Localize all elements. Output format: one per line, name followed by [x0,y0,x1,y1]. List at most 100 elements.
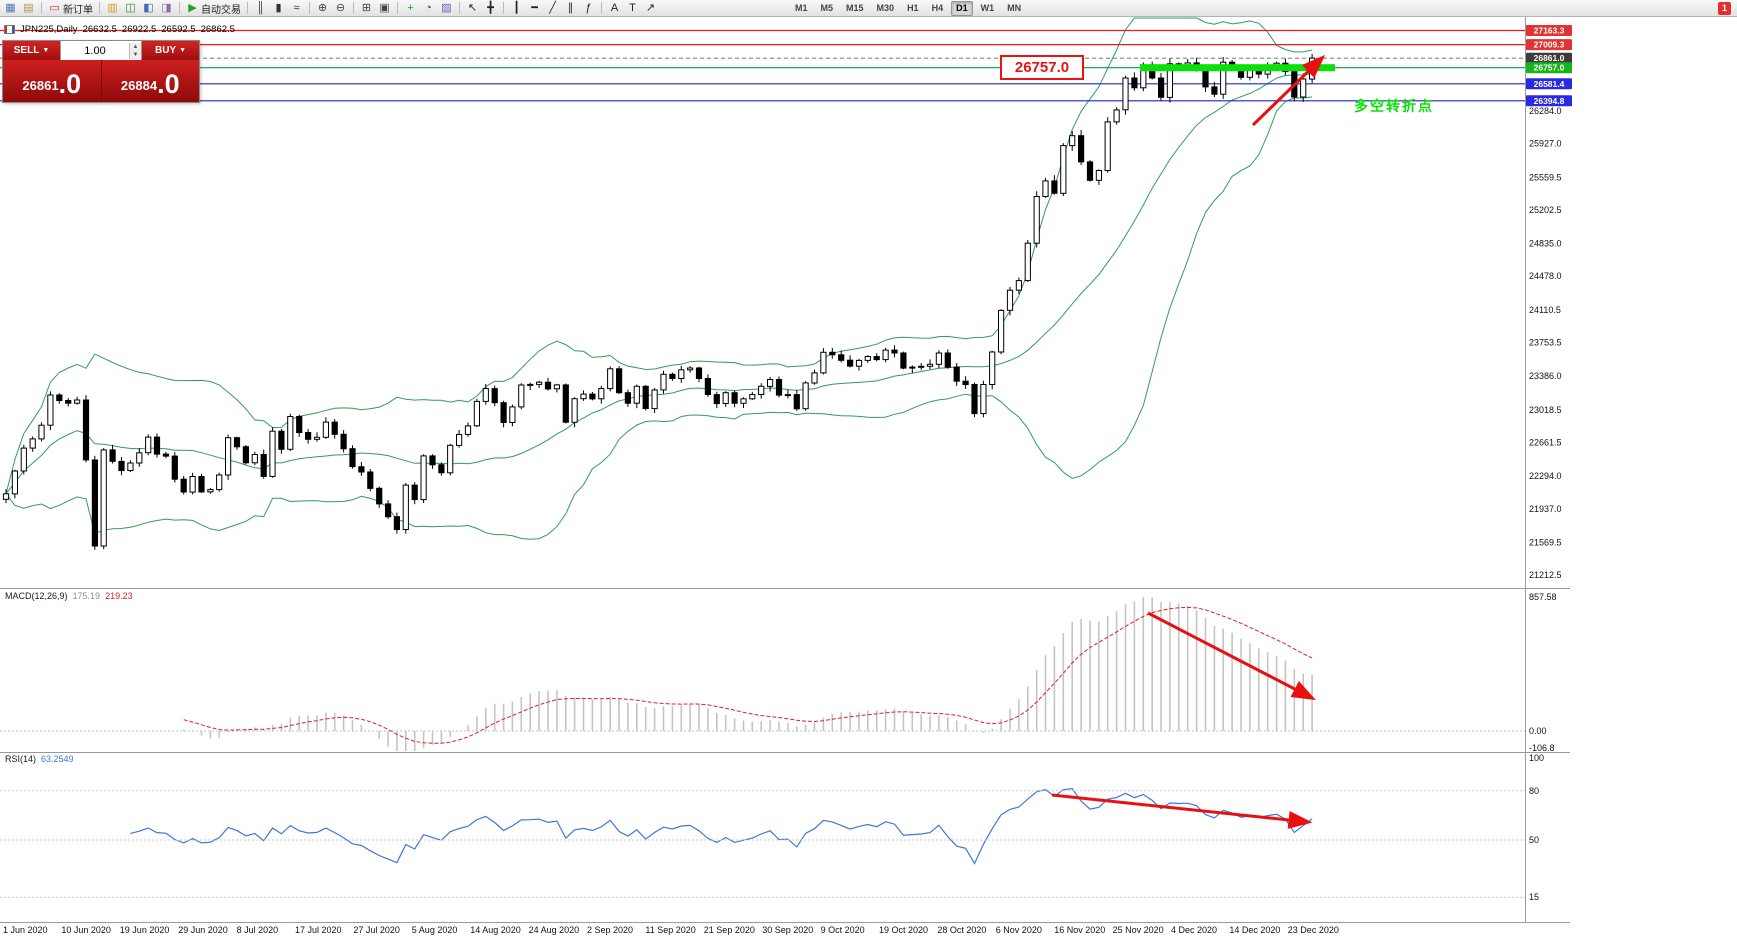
bar-chart-icon[interactable]: ║ [252,1,269,16]
svg-text:5 Aug 2020: 5 Aug 2020 [412,925,458,935]
svg-text:22661.5: 22661.5 [1529,438,1562,448]
svg-text:21569.5: 21569.5 [1529,537,1562,547]
svg-text:23753.5: 23753.5 [1529,338,1562,348]
turning-point-label: 多空转折点 [1354,98,1434,114]
macd-signal-value: 219.23 [105,591,133,601]
vertical-line-glyph: ┃ [513,2,520,14]
timeframe-m1-button[interactable]: M1 [795,2,808,13]
horizontal-line-icon[interactable]: ━ [526,1,543,16]
sell-price[interactable]: 26861.0 [3,60,101,102]
trend-arrows [1051,54,1326,829]
chart-profiles-icon[interactable]: ▤ [20,1,37,16]
buy-price-base: 26884 [120,78,158,93]
navigator-icon[interactable]: ◧ [140,1,157,16]
volume-up-icon[interactable]: ▲ [130,42,141,51]
volume-field[interactable]: 1.00 ▲ ▼ [60,41,142,60]
toolbar-separator [247,2,248,14]
chart-profiles-glyph: ▤ [23,2,34,14]
market-watch-icon[interactable]: ▥ [104,1,121,16]
toolbar-separator [179,2,180,14]
trendline-icon[interactable]: ╱ [544,1,561,16]
crosshair-icon[interactable]: ╋ [482,1,499,16]
timeframe-mn-button[interactable]: MN [1007,2,1022,13]
timeframe-m15-button[interactable]: M15 [846,2,864,13]
svg-text:9 Oct 2020: 9 Oct 2020 [821,925,865,935]
periods-icon[interactable]: ◔ [420,1,437,16]
timeframe-m5-button[interactable]: M5 [820,2,834,13]
timeframe-h1-button[interactable]: H1 [907,2,919,13]
buy-price[interactable]: 26884.0 [101,60,199,102]
zoom-out-icon[interactable]: ⊖ [332,1,349,16]
timeframe-w1-button[interactable]: W1 [980,2,995,13]
svg-text:4 Dec 2020: 4 Dec 2020 [1171,925,1217,935]
svg-text:27163.3: 27163.3 [1534,26,1565,36]
svg-text:22294.0: 22294.0 [1529,471,1562,481]
terminal-icon[interactable]: ◨ [158,1,175,16]
svg-text:23 Dec 2020: 23 Dec 2020 [1288,925,1339,935]
svg-text:100: 100 [1529,753,1544,763]
templates-icon[interactable]: ▨ [438,1,455,16]
zoom-in-icon[interactable]: ⊕ [314,1,331,16]
zoom-out-glyph: ⊖ [335,2,346,14]
buy-button[interactable]: BUY ▼ [142,41,199,60]
vertical-line-icon[interactable]: ┃ [508,1,525,16]
timeframe-h4-button[interactable]: H4 [931,2,944,13]
macd-name: MACD(12,26,9) [5,591,68,601]
auto-trading-icon[interactable]: ▶ 自动交易 [184,1,243,16]
panel-separators [0,17,1570,923]
low-value: 26592.5 [161,24,196,35]
svg-text:15: 15 [1529,892,1539,902]
svg-text:26394.8: 26394.8 [1534,96,1565,106]
svg-text:14 Dec 2020: 14 Dec 2020 [1229,925,1280,935]
svg-text:27 Jul 2020: 27 Jul 2020 [353,925,400,935]
svg-text:19 Jun 2020: 19 Jun 2020 [120,925,170,935]
volume-spinner: ▲ ▼ [129,42,141,59]
cascade-windows-icon[interactable]: ▣ [376,1,393,16]
support-zone-highlight [1140,64,1335,72]
new-chart-icon[interactable]: ▦ [2,1,19,16]
market-watch-glyph: ▥ [107,2,118,14]
svg-text:14 Aug 2020: 14 Aug 2020 [470,925,521,935]
high-value: 26922.5 [121,24,157,35]
timeframe-d1-button[interactable]: D1 [951,0,973,16]
candlestick-chart-icon[interactable]: ▮ [270,1,287,16]
line-chart-icon[interactable]: ≈ [288,1,305,16]
time-axis[interactable]: 1 Jun 2020 10 Jun 2020 19 Jun 2020 29 Jun 2… [3,925,1339,935]
svg-text:10 Jun 2020: 10 Jun 2020 [61,925,111,935]
data-window-icon[interactable]: ◫ [122,1,139,16]
text-label-icon[interactable]: T [624,1,641,16]
symbol-timeframe-label: JPN225,Daily [20,24,78,35]
svg-text:24 Aug 2020: 24 Aug 2020 [529,925,580,935]
cursor-icon[interactable]: ↖ [464,1,481,16]
arrows-tool-icon[interactable]: ↗ [642,1,659,16]
svg-text:23018.5: 23018.5 [1529,405,1562,415]
new-chart-glyph: ▦ [5,2,16,14]
crosshair-glyph: ╋ [487,2,494,14]
sell-button[interactable]: SELL ▼ [3,41,60,60]
volume-down-icon[interactable]: ▼ [130,50,141,59]
text-label-glyph: T [629,2,636,14]
tile-windows-icon[interactable]: ⊞ [358,1,375,16]
text-icon[interactable]: A [606,1,623,16]
svg-text:23386.0: 23386.0 [1529,371,1562,381]
svg-text:6 Nov 2020: 6 Nov 2020 [996,925,1042,935]
timeframe-m30-button[interactable]: M30 [876,2,895,13]
price-axis[interactable]: 26284.0 25927.0 25559.5 25202.5 24835.0 24478… [1526,25,1572,580]
buy-price-big-digits: .0 [157,69,180,99]
macd-main-value: 175.19 [72,591,101,601]
fibonacci-icon[interactable]: ƒ [580,1,597,16]
svg-text:1 Jun 2020: 1 Jun 2020 [3,925,48,935]
macd-histogram [182,597,1313,751]
equidistant-channel-icon[interactable]: ∥ [562,1,579,16]
new-order-icon[interactable]: ▭ 新订单 [46,1,95,16]
svg-text:24478.0: 24478.0 [1529,271,1562,281]
toolbar: ▦ ▤ ▭ 新订单 ▥ ◫ ◧ ◨ ▶ 自动交易 ║ ▮ ≈ ⊕ ⊖ ⊞ ▣ + ◔ ▨ ↖ ╋ ┃ ━ ╱ ∥ ƒ A T ↗ M1 M5 M… [0,0,1737,17]
periods-glyph: ◔ [425,2,432,14]
notification-badge[interactable]: 1 [1718,2,1731,15]
chart-window-icon [4,25,15,34]
toolbar-separator [397,2,398,14]
volume-value[interactable]: 1.00 [84,44,106,57]
indicators-add-icon[interactable]: + [402,1,419,16]
